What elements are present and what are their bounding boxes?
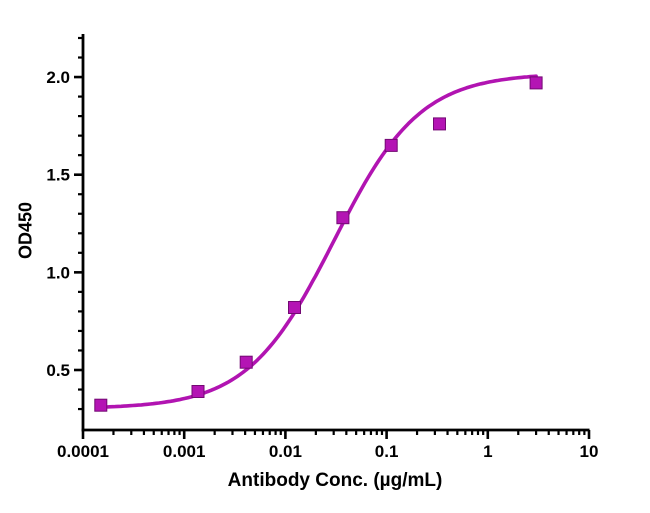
fit-curve — [99, 74, 538, 409]
x-axis-tick-label: 10 — [580, 442, 599, 461]
x-axis-tick-label: 0.001 — [163, 442, 206, 461]
data-point-marker — [239, 355, 253, 369]
y-axis-tick-label: 0.5 — [46, 361, 70, 380]
x-axis-tick-label: 0.0001 — [57, 442, 109, 461]
data-point-marker — [94, 398, 108, 412]
data-point-marker — [191, 385, 205, 398]
y-axis-tick-label: 2.0 — [46, 68, 70, 87]
data-point-marker — [384, 138, 398, 152]
data-point-marker — [288, 301, 301, 314]
x-axis-tick-label: 0.01 — [269, 442, 302, 461]
y-axis-tick-label: 1.0 — [46, 263, 70, 282]
data-point-marker — [336, 211, 350, 225]
y-axis-title: OD450 — [15, 201, 36, 260]
data-point-marker — [529, 76, 543, 90]
x-axis-title: Antibody Conc. (µg/mL) — [227, 470, 443, 491]
x-axis-tick-label: 1 — [483, 442, 492, 461]
y-axis-tick-label: 1.5 — [46, 166, 70, 185]
data-point-marker — [433, 117, 446, 131]
x-axis-tick-label: 0.1 — [375, 442, 399, 461]
